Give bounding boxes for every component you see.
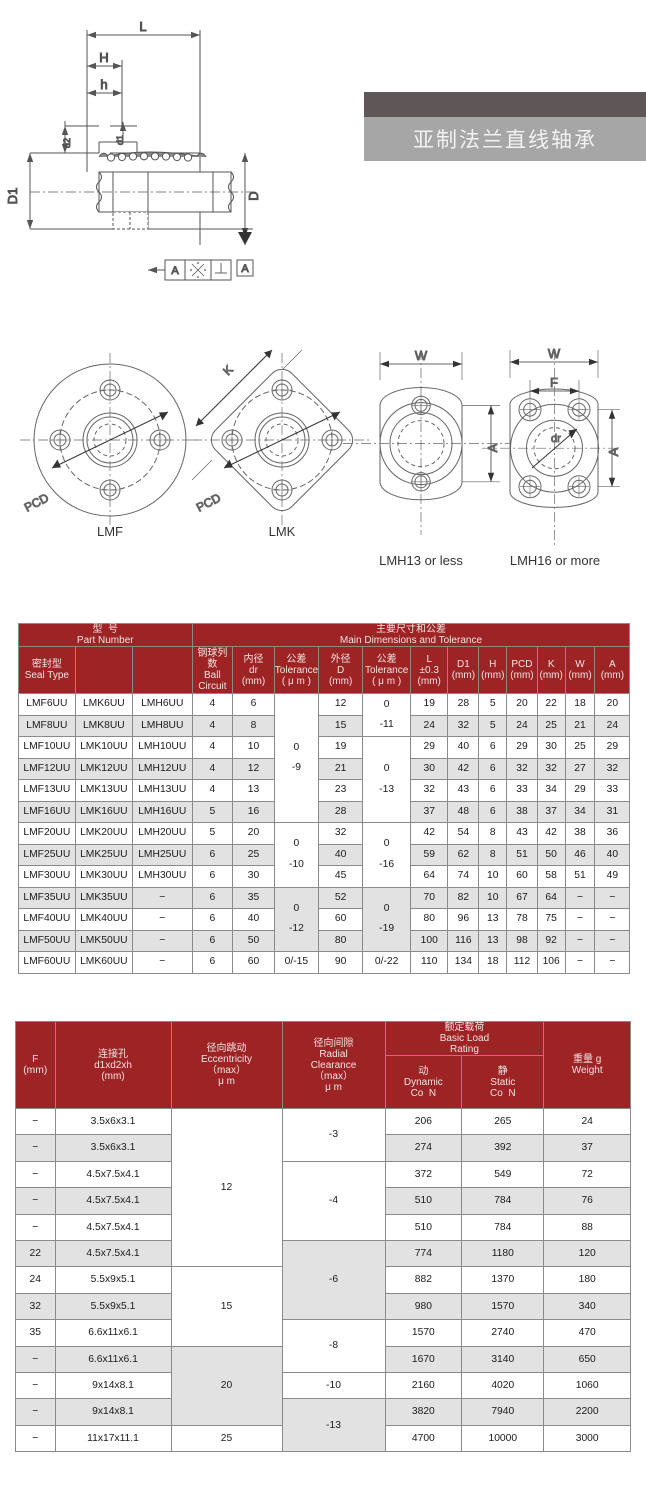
svg-text:d1: d1 <box>115 135 125 145</box>
svg-text:h: h <box>100 77 107 92</box>
svg-text:L: L <box>139 19 146 34</box>
svg-text:F: F <box>550 375 558 390</box>
svg-text:LMF: LMF <box>97 524 123 539</box>
svg-text:d2: d2 <box>62 138 72 148</box>
svg-text:LMH13 or less: LMH13 or less <box>379 553 463 568</box>
svg-text:W: W <box>548 346 561 361</box>
svg-text:LMK: LMK <box>269 524 296 539</box>
svg-text:A: A <box>485 443 500 452</box>
svg-text:dr: dr <box>551 433 561 445</box>
svg-text:K: K <box>220 363 236 379</box>
svg-text:D: D <box>246 191 261 200</box>
svg-text:A: A <box>171 265 179 277</box>
svg-text:PCD: PCD <box>194 491 223 515</box>
svg-text:LMH16 or more: LMH16 or more <box>510 553 600 568</box>
svg-text:D1: D1 <box>5 188 20 205</box>
svg-text:A: A <box>241 263 249 275</box>
svg-text:W: W <box>415 348 428 363</box>
svg-text:H: H <box>99 50 108 65</box>
svg-text:A: A <box>606 447 621 456</box>
svg-text:PCD: PCD <box>22 491 51 515</box>
